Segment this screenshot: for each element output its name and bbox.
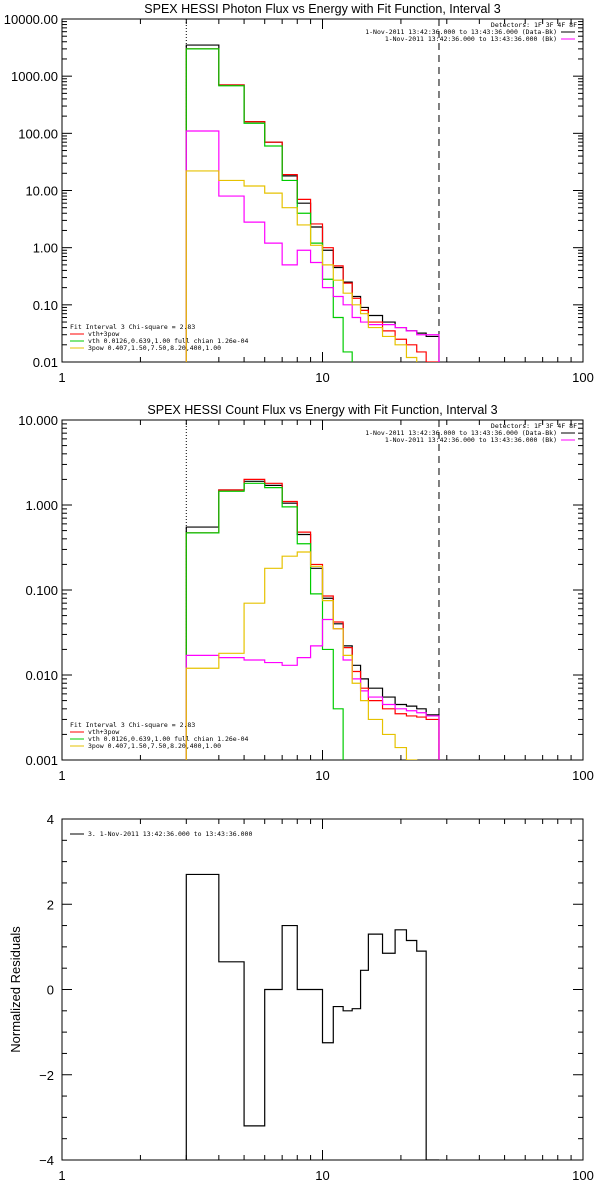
series-data-line — [185, 480, 440, 760]
y-tick-label: 10.00 — [25, 184, 58, 199]
fit-header-label: Fit Interval 3 Chi-square = 2.83 — [70, 323, 195, 331]
series-thermal-line — [185, 48, 353, 362]
x-tick-label: 1 — [58, 1168, 65, 1183]
fit-header-label: Fit Interval 3 Chi-square = 2.83 — [70, 721, 195, 729]
y-tick-label: 0.01 — [33, 355, 58, 370]
y-tick-label: 1000.00 — [11, 69, 58, 84]
y-tick-label: 10000.00 — [4, 12, 58, 27]
y-tick-label: 1.00 — [33, 241, 58, 256]
y-tick-label: 0.001 — [25, 753, 58, 768]
series-thermal-line — [185, 482, 344, 760]
y-tick-label: 0.010 — [25, 668, 58, 683]
legend-left-entry: vth+3pow — [88, 728, 119, 736]
series-bk-line — [185, 618, 440, 760]
legend-right-entry: 1-Nov-2011 13:42:36.000 to 13:43:36.000 … — [385, 35, 557, 43]
y-tick-label: 0.100 — [25, 583, 58, 598]
series-data-line — [185, 44, 440, 362]
series-total-line — [185, 48, 440, 362]
legend-right-entry: 1-Nov-2011 13:42:36.000 to 13:43:36.000 … — [365, 429, 557, 437]
legend-left-entry: vth 0.0126,0.639,1.00 full chian 1.26e-0… — [88, 735, 249, 743]
x-tick-label: 10 — [315, 370, 329, 385]
x-tick-label: 10 — [315, 768, 329, 783]
legend-right-entry: 1-Nov-2011 13:42:36.000 to 13:43:36.000 … — [365, 28, 557, 36]
y-tick-label: 2 — [47, 897, 54, 912]
y-tick-label: 0.10 — [33, 298, 58, 313]
series-residuals-line — [185, 873, 439, 1160]
x-tick-label: 10 — [315, 1168, 329, 1183]
y-tick-label: 4 — [47, 812, 54, 827]
series-nonthermal-line — [185, 551, 418, 760]
y-tick-label: 100.00 — [18, 126, 58, 141]
plot-panel-1 — [61, 18, 584, 363]
plot-panel-2 — [61, 419, 584, 761]
legend-left-entry: vth+3pow — [88, 330, 119, 338]
y-tick-label: −2 — [39, 1068, 54, 1083]
residual-legend-label: 3. 1-Nov-2011 13:42:36.000 to 13:43:36.0… — [88, 830, 252, 838]
chart-title: SPEX HESSI Count Flux vs Energy with Fit… — [147, 403, 497, 417]
y-axis-label: Normalized Residuals — [8, 926, 23, 1053]
detectors-label: Detectors: 1F 3F 4F 8F — [491, 21, 577, 29]
y-tick-label: 0 — [47, 983, 54, 998]
x-tick-label: 100 — [572, 370, 594, 385]
x-tick-label: 100 — [572, 1168, 594, 1183]
legend-right-entry: 1-Nov-2011 13:42:36.000 to 13:43:36.000 … — [385, 436, 557, 444]
plot-panel-3 — [61, 818, 584, 1161]
x-tick-label: 1 — [58, 768, 65, 783]
y-tick-label: 1.000 — [25, 498, 58, 513]
series-total-line — [185, 478, 440, 760]
x-tick-label: 1 — [58, 370, 65, 385]
legend-left-entry: 3pow 0.407,1.50,7.50,8.20,400,1.00 — [88, 344, 221, 352]
series-bk-line — [185, 130, 440, 362]
series-nonthermal-line — [185, 170, 418, 362]
plot-frame — [61, 18, 584, 363]
legend-left-entry: 3pow 0.407,1.50,7.50,8.20,400,1.00 — [88, 742, 221, 750]
detectors-label: Detectors: 1F 3F 4F 8F — [491, 422, 577, 430]
chart-title: SPEX HESSI Photon Flux vs Energy with Fi… — [144, 2, 500, 16]
y-tick-label: −4 — [39, 1153, 54, 1168]
legend-left-entry: vth 0.0126,0.639,1.00 full chian 1.26e-0… — [88, 337, 249, 345]
y-tick-label: 10.000 — [18, 413, 58, 428]
x-tick-label: 100 — [572, 768, 594, 783]
